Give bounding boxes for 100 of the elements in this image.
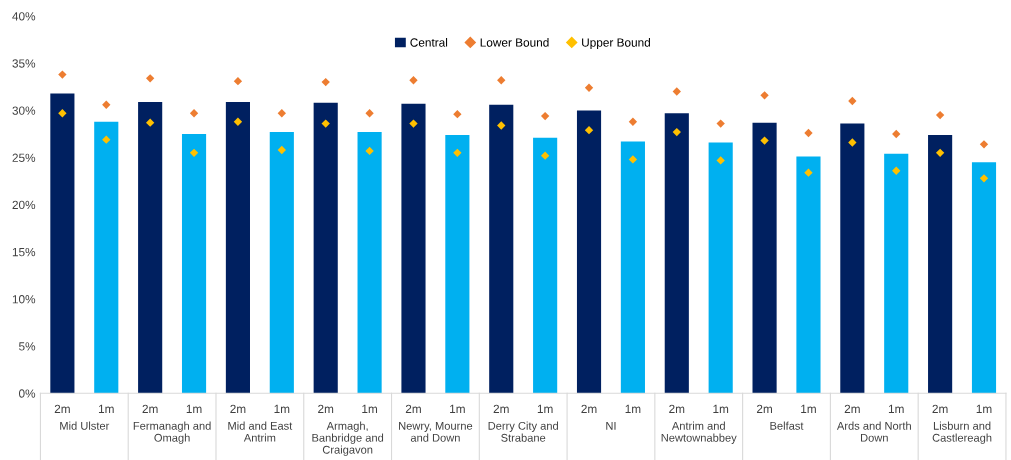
x-tick-label: 1m <box>362 404 378 413</box>
bar <box>445 134 470 394</box>
point <box>584 83 594 92</box>
y-tick-label: 0% <box>18 389 36 398</box>
point <box>540 151 550 160</box>
x-tick-label: 2m <box>756 404 772 413</box>
y-tick-label: 10% <box>12 295 36 304</box>
x-tick-label: 2m <box>581 404 597 413</box>
x-tick-label: 1m <box>274 404 290 413</box>
bar <box>269 132 294 394</box>
x-tick-label: 2m <box>669 404 685 413</box>
bar <box>313 102 338 394</box>
x-tick-label: 1m <box>976 404 992 413</box>
point <box>892 166 901 175</box>
bar <box>840 123 865 394</box>
text: NI <box>606 422 616 430</box>
point <box>277 145 286 155</box>
point <box>804 128 813 138</box>
bar <box>664 113 689 394</box>
point <box>540 111 550 121</box>
x-tick-label: 1m <box>186 404 202 413</box>
text: Belfast <box>770 421 804 430</box>
text: Ards and North Down <box>836 421 911 442</box>
bar <box>357 132 382 394</box>
y-tick-label: 20% <box>12 200 36 210</box>
x-tick-label: 2m <box>54 404 70 413</box>
point <box>760 136 769 145</box>
bar <box>708 142 733 394</box>
point <box>365 146 374 156</box>
point <box>189 148 199 157</box>
legend-label: Upper Bound <box>582 38 650 50</box>
bar <box>533 137 558 394</box>
bar <box>576 110 602 394</box>
bar <box>971 162 997 394</box>
text: Derry City and Strabane <box>488 421 558 442</box>
point <box>935 148 945 157</box>
y-tick-label: 15% <box>12 247 36 257</box>
bar <box>50 93 75 394</box>
x-tick-label: 2m <box>230 404 246 413</box>
point <box>584 126 594 135</box>
point <box>716 119 725 128</box>
bar <box>138 101 163 394</box>
bar <box>796 156 821 394</box>
y-tick-label: 40% <box>12 12 36 21</box>
x-tick-label: 1m <box>625 404 641 413</box>
text: Fermanagh and Omagh <box>133 421 211 444</box>
point <box>716 156 725 165</box>
point <box>409 76 418 85</box>
point <box>892 129 901 139</box>
text: Lisburn and Castlereagh <box>932 421 992 444</box>
point <box>497 76 506 85</box>
text: Mid Ulster <box>60 421 110 430</box>
x-tick-label: 1m <box>537 404 553 413</box>
x-tick-label: 2m <box>405 404 421 413</box>
x-tick-label: 2m <box>142 404 158 413</box>
point <box>497 121 506 130</box>
point <box>848 138 857 147</box>
bar <box>928 134 953 394</box>
point <box>102 135 111 144</box>
point <box>102 100 111 109</box>
point <box>760 91 769 100</box>
point <box>189 109 199 118</box>
point <box>233 77 243 86</box>
bar <box>94 121 119 394</box>
point <box>628 155 638 164</box>
point <box>145 118 155 127</box>
bar <box>401 103 426 394</box>
y-tick-label: 35% <box>12 59 36 68</box>
bar <box>225 101 250 394</box>
y-tick-label: 5% <box>18 342 36 351</box>
point <box>365 109 374 118</box>
point <box>979 140 989 149</box>
point <box>58 70 67 79</box>
x-tick-label: 1m <box>98 404 114 413</box>
point <box>848 96 857 106</box>
point <box>321 119 330 128</box>
bar <box>181 133 207 394</box>
point <box>672 87 681 96</box>
text: Mid and East Antrim <box>228 421 293 442</box>
x-tick-label: 2m <box>932 404 948 413</box>
x-tick-label: 1m <box>888 404 904 413</box>
bar <box>884 153 909 394</box>
legend-label: Lower Bound <box>480 38 549 47</box>
text: Armagh, Banbridge and Craigavon <box>312 421 384 456</box>
y-tick-label: 30% <box>12 106 36 115</box>
x-tick-label: 1m <box>713 404 729 413</box>
point <box>628 117 638 126</box>
x-tick-label: 1m <box>450 404 465 413</box>
bar <box>620 141 645 394</box>
x-tick-label: 1m <box>801 404 816 413</box>
bar <box>752 122 777 394</box>
point <box>453 110 462 119</box>
point <box>277 109 286 118</box>
point <box>233 117 243 126</box>
x-tick-label: 2m <box>318 404 334 413</box>
point <box>321 77 330 87</box>
y-tick-label: 25% <box>12 153 36 162</box>
text: Antrim and Newtownabbey <box>661 421 737 444</box>
point <box>453 148 462 157</box>
x-tick-label: 2m <box>844 404 860 413</box>
